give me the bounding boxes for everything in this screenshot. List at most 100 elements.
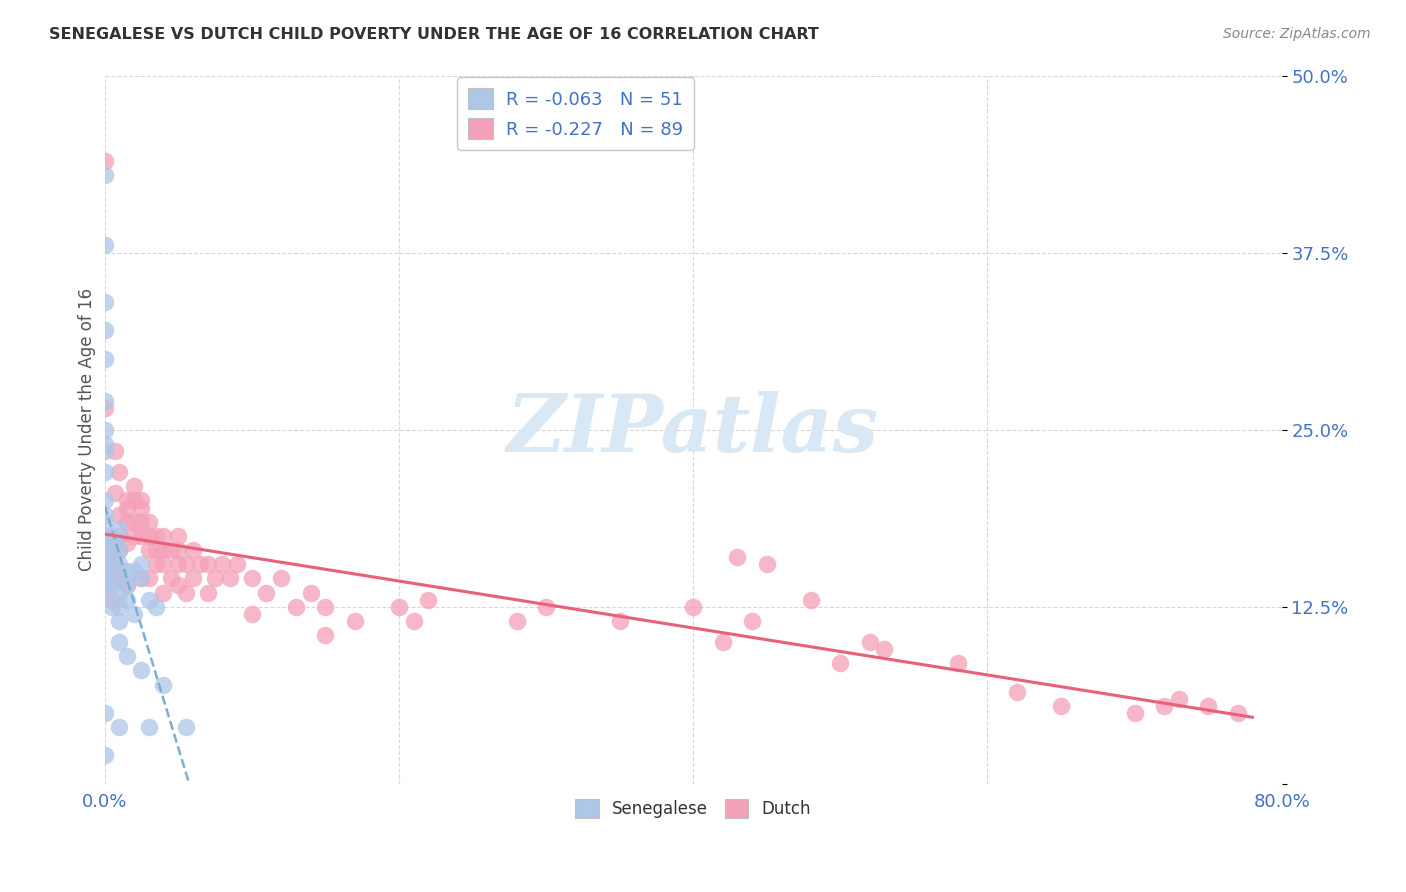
Point <box>108 543 131 558</box>
Point <box>93 578 115 592</box>
Point <box>1197 698 1219 713</box>
Point <box>1123 706 1146 720</box>
Point <box>131 571 153 585</box>
Point <box>93 394 115 409</box>
Point <box>93 238 115 252</box>
Point <box>108 543 131 558</box>
Point <box>115 493 138 508</box>
Point <box>138 571 160 585</box>
Point <box>108 522 131 536</box>
Point <box>101 543 124 558</box>
Point <box>226 557 249 571</box>
Point <box>152 557 174 571</box>
Text: Source: ZipAtlas.com: Source: ZipAtlas.com <box>1223 27 1371 41</box>
Point <box>93 323 115 337</box>
Point <box>122 515 145 529</box>
Point <box>93 571 115 585</box>
Point <box>93 564 115 578</box>
Point <box>946 657 969 671</box>
Point <box>115 564 138 578</box>
Point <box>122 607 145 621</box>
Point <box>299 585 322 599</box>
Point <box>108 614 131 628</box>
Point <box>755 557 778 571</box>
Point <box>218 571 240 585</box>
Point <box>505 614 527 628</box>
Point <box>108 585 131 599</box>
Text: ZIPatlas: ZIPatlas <box>508 391 879 468</box>
Point <box>343 614 366 628</box>
Point <box>108 529 131 543</box>
Point <box>108 508 131 522</box>
Point <box>122 564 145 578</box>
Point <box>402 614 425 628</box>
Point <box>174 720 197 734</box>
Point <box>174 557 197 571</box>
Point <box>115 649 138 664</box>
Point <box>270 571 292 585</box>
Point <box>181 543 204 558</box>
Point <box>131 571 153 585</box>
Point <box>131 515 153 529</box>
Point <box>152 677 174 691</box>
Point <box>93 508 115 522</box>
Point <box>138 515 160 529</box>
Point <box>93 529 115 543</box>
Point <box>240 607 263 621</box>
Point <box>93 543 115 558</box>
Point <box>711 635 734 649</box>
Point <box>93 351 115 366</box>
Point <box>93 423 115 437</box>
Point <box>152 585 174 599</box>
Point <box>93 706 115 720</box>
Point <box>174 585 197 599</box>
Point <box>167 529 190 543</box>
Point <box>138 529 160 543</box>
Y-axis label: Child Poverty Under the Age of 16: Child Poverty Under the Age of 16 <box>79 288 96 571</box>
Point <box>122 493 145 508</box>
Point <box>115 536 138 550</box>
Point <box>859 635 882 649</box>
Point <box>534 599 557 614</box>
Point <box>108 635 131 649</box>
Point <box>159 543 181 558</box>
Point <box>741 614 763 628</box>
Point <box>204 571 226 585</box>
Point <box>93 443 115 458</box>
Point <box>138 720 160 734</box>
Point <box>197 585 219 599</box>
Point <box>609 614 631 628</box>
Point <box>188 557 211 571</box>
Point <box>108 599 131 614</box>
Point <box>197 557 219 571</box>
Point <box>93 585 115 599</box>
Point <box>1153 698 1175 713</box>
Point <box>138 543 160 558</box>
Point <box>115 578 138 592</box>
Point <box>93 515 115 529</box>
Point <box>145 557 167 571</box>
Point <box>131 500 153 515</box>
Point <box>93 153 115 168</box>
Point <box>138 592 160 607</box>
Point <box>682 599 704 614</box>
Point <box>115 500 138 515</box>
Point <box>93 168 115 182</box>
Point <box>159 571 181 585</box>
Point <box>108 571 131 585</box>
Point <box>284 599 307 614</box>
Point <box>93 493 115 508</box>
Point <box>93 557 115 571</box>
Point <box>873 642 896 657</box>
Point <box>131 557 153 571</box>
Point <box>101 543 124 558</box>
Point <box>122 479 145 493</box>
Point <box>93 465 115 479</box>
Point <box>108 571 131 585</box>
Point <box>105 536 128 550</box>
Point <box>108 557 131 571</box>
Point <box>108 720 131 734</box>
Legend: Senegalese, Dutch: Senegalese, Dutch <box>569 792 817 825</box>
Point <box>256 585 278 599</box>
Point <box>145 599 167 614</box>
